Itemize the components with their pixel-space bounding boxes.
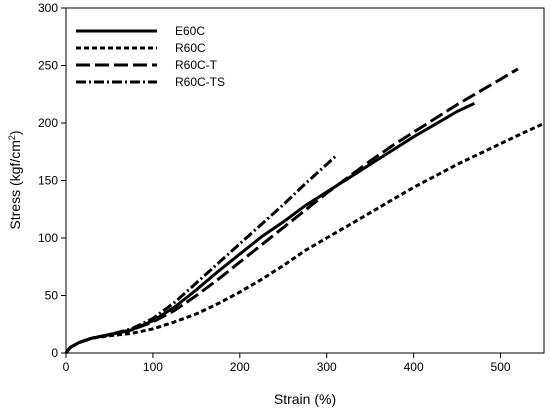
x-tick-label: 0 xyxy=(63,360,70,374)
y-tick-label: 200 xyxy=(38,116,58,130)
y-axis-title-main: Stress (kgf/cm xyxy=(7,140,23,229)
x-tick-label: 400 xyxy=(404,360,424,374)
y-axis-title-close: ) xyxy=(7,130,23,135)
series-line-e60c xyxy=(64,102,476,354)
y-tick-label: 100 xyxy=(38,231,58,245)
x-axis-title: Strain (%) xyxy=(274,391,336,407)
series-line-r60c-ts xyxy=(64,155,337,354)
plot-frame xyxy=(65,7,545,354)
legend-label-e60c: E60C xyxy=(175,24,205,38)
legend-label-r60c: R60C xyxy=(175,41,206,55)
y-axis-title-sup: 2 xyxy=(7,135,17,140)
x-tick-label: 500 xyxy=(491,360,511,374)
legend-label-r60c-ts: R60C-TS xyxy=(175,75,225,89)
series-layer xyxy=(64,67,543,354)
y-tick-label: 300 xyxy=(38,1,58,15)
y-axis-title: Stress (kgf/cm2) xyxy=(7,130,23,229)
y-tick-label: 150 xyxy=(38,174,58,188)
x-tick-label: 200 xyxy=(230,360,250,374)
series-line-r60c xyxy=(64,122,543,354)
legend: E60C R60C R60C-T R60C-TS xyxy=(76,24,225,89)
series-line-r60c-t xyxy=(64,67,519,354)
y-tick-label: 250 xyxy=(38,59,58,73)
axis-ticks: 0 100 200 300 400 500 0 50 100 150 200 250 300 xyxy=(38,1,511,374)
x-tick-label: 300 xyxy=(317,360,337,374)
y-tick-label: 50 xyxy=(45,289,59,303)
y-tick-label: 0 xyxy=(51,346,58,360)
x-tick-label: 100 xyxy=(143,360,163,374)
legend-label-r60c-t: R60C-T xyxy=(175,58,218,72)
